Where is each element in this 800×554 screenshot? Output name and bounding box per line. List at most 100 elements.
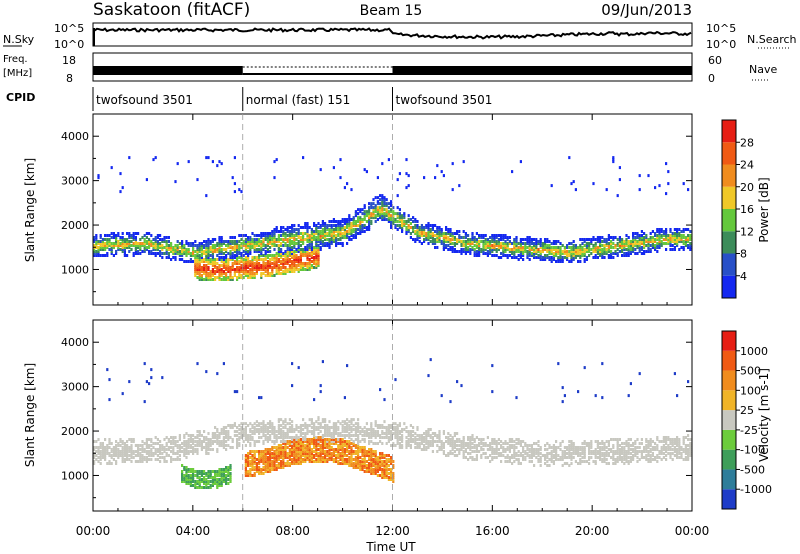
heat-cell — [126, 448, 129, 451]
heat-cell — [126, 246, 129, 249]
heat-cell — [387, 214, 390, 218]
heat-cell — [423, 240, 426, 243]
heat-cell — [343, 450, 346, 453]
heat-cell — [183, 246, 186, 249]
heat-cell — [275, 438, 278, 441]
heat-cell — [286, 452, 289, 455]
heat-cell — [284, 464, 287, 467]
heat-cell — [222, 474, 225, 477]
heat-cell — [185, 252, 188, 255]
heat-cell — [192, 440, 195, 443]
heat-cell — [638, 250, 641, 253]
heat-cell — [330, 432, 333, 435]
heat-cell — [665, 236, 668, 239]
heat-cell — [363, 440, 366, 443]
heat-cell — [284, 262, 287, 265]
heat-cell — [640, 248, 643, 251]
heat-cell — [405, 444, 408, 447]
heat-cell — [295, 456, 298, 459]
heat-cell — [150, 240, 153, 243]
heat-cell — [324, 424, 327, 427]
heat-cell — [348, 462, 351, 465]
heat-cell — [170, 242, 173, 245]
heat-cell — [282, 252, 285, 255]
heat-cell — [222, 256, 225, 259]
heat-cell — [141, 244, 144, 247]
heat-cell — [383, 476, 386, 479]
heat-cell — [304, 454, 307, 457]
heat-cell — [299, 434, 302, 437]
heat-cell — [418, 434, 421, 437]
heat-cell — [244, 428, 247, 431]
heat-cell — [407, 218, 410, 221]
heat-cell — [324, 440, 327, 443]
heat-cell — [172, 442, 175, 445]
heat-cell — [218, 160, 221, 164]
heat-cell — [163, 458, 166, 461]
heat-cell — [524, 238, 527, 241]
heat-cell — [110, 450, 113, 453]
heat-cell — [592, 244, 595, 247]
heat-cell — [365, 212, 368, 216]
heat-cell — [328, 450, 331, 453]
heat-cell — [258, 238, 261, 241]
heat-cell — [654, 246, 657, 249]
heat-cell — [319, 236, 322, 239]
heat-cell — [414, 230, 417, 233]
heat-cell — [319, 238, 322, 241]
heat-cell — [238, 424, 241, 427]
heat-cell — [649, 236, 652, 239]
heat-cell — [220, 270, 223, 273]
heat-cell — [266, 430, 269, 433]
heat-cell — [368, 470, 371, 473]
heat-cell — [482, 234, 485, 237]
heat-cell — [258, 454, 261, 457]
heat-cell — [262, 266, 265, 269]
heat-cell — [438, 234, 441, 237]
heat-cell — [420, 234, 423, 237]
heat-cell — [475, 242, 478, 245]
heat-cell — [343, 236, 346, 239]
heat-cell — [315, 224, 318, 227]
heat-cell — [442, 174, 445, 178]
heat-cell — [271, 456, 274, 459]
heat-cell — [372, 452, 375, 455]
heat-cell — [398, 216, 401, 220]
heat-cell — [425, 238, 428, 241]
heat-cell — [159, 254, 162, 257]
heat-cell — [447, 438, 450, 441]
heat-cell — [214, 266, 217, 269]
heat-cell — [253, 468, 256, 471]
heat-cell — [379, 464, 382, 467]
heat-cell — [616, 194, 619, 198]
heat-cell — [638, 188, 641, 192]
heat-cell — [374, 420, 377, 424]
heat-cell — [266, 262, 269, 265]
heat-cell — [407, 226, 410, 229]
heat-cell — [258, 458, 261, 461]
heat-cell — [317, 248, 320, 251]
heat-cell — [339, 242, 342, 245]
heat-cell — [258, 258, 261, 261]
heat-cell — [530, 248, 533, 251]
heat-cell — [288, 436, 291, 439]
heat-cell — [343, 442, 346, 445]
heat-cell — [286, 464, 289, 467]
heat-cell — [273, 442, 276, 445]
heat-cell — [240, 434, 243, 437]
heat-cell — [236, 256, 239, 259]
heat-cell — [368, 202, 371, 206]
heat-cell — [627, 236, 630, 239]
heat-cell — [396, 432, 399, 435]
heat-cell — [313, 248, 316, 251]
heat-cell — [319, 246, 322, 249]
heat-cell — [418, 232, 421, 235]
heat-cell — [99, 234, 102, 237]
heat-cell — [431, 232, 434, 235]
heat-cell — [277, 254, 280, 257]
heat-cell — [269, 448, 272, 451]
heat-cell — [95, 244, 98, 247]
heat-cell — [379, 434, 382, 437]
heat-cell — [295, 450, 298, 453]
heat-cell — [280, 248, 283, 251]
